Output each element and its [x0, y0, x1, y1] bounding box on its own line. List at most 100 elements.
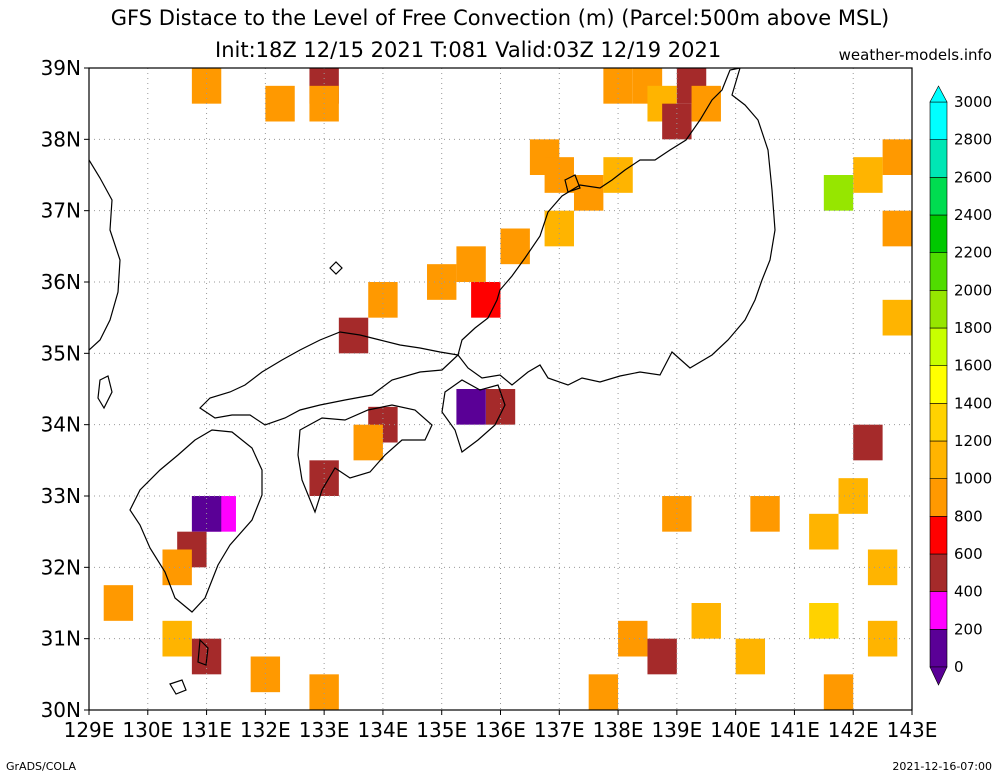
field-cell-40 — [867, 620, 898, 657]
coastline-honshu — [457, 68, 776, 386]
lon-label: 137E — [534, 718, 585, 742]
longitude-labels: 129E 130E 131E 132E 133E 134E 135E 136E 137E 138E… — [64, 718, 938, 742]
coastline-layer — [89, 68, 776, 695]
coastline-tanegashima — [197, 638, 209, 666]
lat-label: 32N — [41, 555, 81, 579]
field-cell-21 — [485, 389, 516, 425]
footer-software: GrADS/COLA — [6, 760, 76, 773]
lat-label: 37N — [41, 199, 81, 223]
coastline-sado — [564, 174, 581, 193]
lat-label: 35N — [41, 341, 81, 365]
field-cell-19 — [471, 282, 501, 318]
axis-ticks — [84, 67, 913, 715]
field-cell-37 — [809, 513, 839, 550]
field-cell-38 — [867, 549, 898, 586]
colorbar-label: 1200 — [954, 432, 992, 450]
lon-label: 130E — [122, 718, 173, 742]
colorbar-label: 2400 — [954, 206, 992, 224]
field-cell-48 — [823, 674, 854, 710]
lat-label: 34N — [41, 413, 81, 437]
colorbar-label: 3000 — [954, 93, 992, 111]
field-cell-1 — [265, 85, 295, 122]
field-cell-41 — [750, 496, 780, 532]
colorbar-swatch — [929, 365, 948, 404]
field-cell-50 — [853, 157, 883, 193]
coastline-kii — [441, 379, 506, 453]
colorbar-swatch — [929, 403, 948, 442]
field-cell-52 — [882, 210, 912, 247]
field-cell-43 — [618, 620, 648, 657]
lon-label: 134E — [358, 718, 409, 742]
field-cell-45 — [691, 603, 721, 639]
lon-label: 142E — [828, 718, 879, 742]
coastline-tsushima — [97, 375, 113, 410]
map-title: GFS Distace to the Level of Free Convect… — [110, 6, 890, 30]
lon-label: 139E — [651, 718, 702, 742]
colorbar-label: 0 — [954, 658, 964, 676]
lat-label: 33N — [41, 484, 81, 508]
field-cell-39 — [809, 603, 839, 639]
field-cell-36 — [838, 478, 868, 514]
coastline-korea — [89, 159, 121, 351]
colorbar-swatch — [929, 591, 948, 630]
field-cell-33 — [250, 656, 281, 693]
colorbar-label: 800 — [954, 507, 983, 525]
colorbar-label: 400 — [954, 583, 983, 601]
field-cell-12 — [691, 85, 721, 122]
coastline-yakushima — [169, 679, 187, 695]
colorbar-swatch — [929, 327, 948, 366]
field-cell-17 — [427, 264, 457, 300]
field-cell-44 — [647, 638, 677, 675]
colorbar — [929, 85, 948, 686]
field-cell-5 — [544, 157, 574, 193]
field-cell-29 — [162, 549, 192, 586]
lon-label: 133E — [299, 718, 350, 742]
map-subtitle: Init:18Z 12/15 2021 T:081 Valid:03Z 12/1… — [215, 38, 722, 62]
lat-label: 31N — [41, 627, 81, 651]
colorbar-label: 2000 — [954, 281, 992, 299]
colorbar-swatch — [929, 440, 948, 479]
colorbar-swatch — [929, 553, 948, 592]
lon-label: 135E — [416, 718, 467, 742]
colorbar-swatch — [929, 290, 948, 329]
coastline-kyushu — [129, 429, 263, 613]
colorbar-bottom-arrow — [929, 666, 948, 686]
field-cell-46 — [735, 638, 766, 675]
field-cell-49 — [882, 139, 912, 175]
field-cell-24 — [353, 424, 383, 461]
colorbar-swatch — [929, 139, 948, 178]
field-cell-30 — [103, 585, 134, 621]
colorbar-label: 1600 — [954, 357, 992, 375]
field-cell-34 — [309, 674, 339, 710]
coastline-oki — [329, 261, 343, 275]
colorbar-swatch — [929, 629, 948, 668]
latitude-labels: 30N 31N 32N 33N 34N 35N 36N 37N 38N 39N — [41, 56, 81, 722]
colorbar-swatch — [929, 516, 948, 555]
field-cell-15 — [500, 228, 530, 265]
colorbar-top-arrow — [929, 85, 948, 103]
field-cell-47 — [588, 674, 619, 710]
colorbar-swatch — [929, 101, 948, 140]
field-cell-6 — [573, 175, 604, 211]
graticule — [89, 68, 912, 710]
field-cell-53 — [882, 299, 912, 336]
map-frame — [88, 67, 913, 711]
lat-label: 39N — [41, 56, 81, 80]
colorbar-label: 2600 — [954, 168, 992, 186]
site-credit: weather-models.info — [838, 46, 992, 64]
colorbar-label: 600 — [954, 545, 983, 563]
colorbar-label: 2800 — [954, 131, 992, 149]
colorbar-swatch — [929, 214, 948, 253]
lat-label: 36N — [41, 270, 81, 294]
colorbar-swatch — [929, 252, 948, 291]
lon-label: 131E — [181, 718, 232, 742]
field-cell-16 — [456, 246, 486, 282]
lat-label: 38N — [41, 127, 81, 151]
field-cell-35 — [853, 424, 883, 461]
lon-label: 141E — [769, 718, 820, 742]
colorbar-label: 1800 — [954, 319, 992, 337]
lon-label: 138E — [593, 718, 644, 742]
lon-label: 143E — [887, 718, 938, 742]
field-cell-51 — [823, 175, 854, 211]
